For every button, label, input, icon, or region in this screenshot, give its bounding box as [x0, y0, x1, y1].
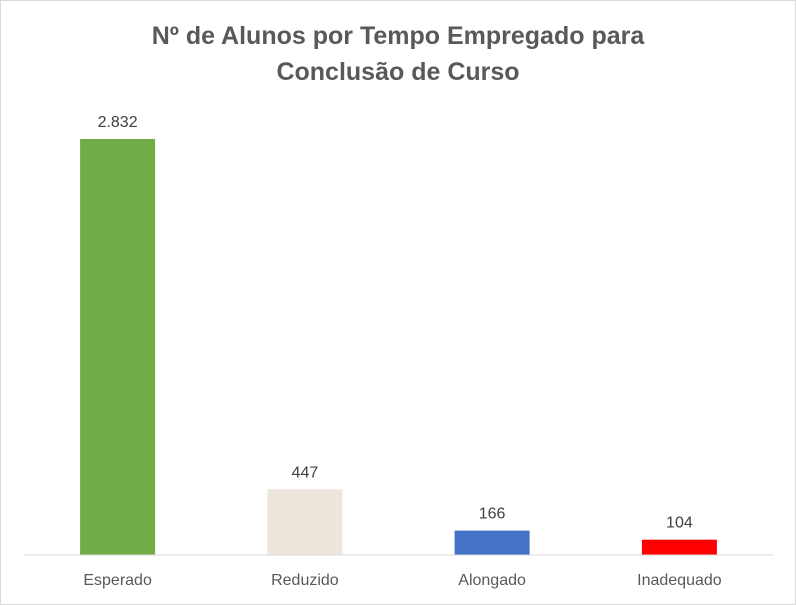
chart-title-line-2: Conclusão de Curso [276, 58, 520, 86]
chart-title: Nº de Alunos por Tempo Empregado para Co… [0, 18, 796, 90]
data-label-inadequado: 104 [666, 515, 693, 532]
category-label-reduzido: Reduzido [271, 572, 339, 589]
data-label-reduzido: 447 [292, 464, 319, 481]
data-label-alongado: 166 [479, 506, 506, 523]
category-label-inadequado: Inadequado [637, 572, 722, 589]
bar-reduzido [267, 489, 343, 555]
bar-esperado [80, 139, 156, 555]
data-label-esperado: 2.832 [98, 114, 138, 131]
bar-inadequado [641, 539, 717, 555]
category-label-alongado: Alongado [458, 572, 526, 589]
bar-alongado [454, 530, 530, 555]
category-label-esperado: Esperado [83, 572, 152, 589]
chart-title-line-1: Nº de Alunos por Tempo Empregado para [151, 22, 645, 50]
